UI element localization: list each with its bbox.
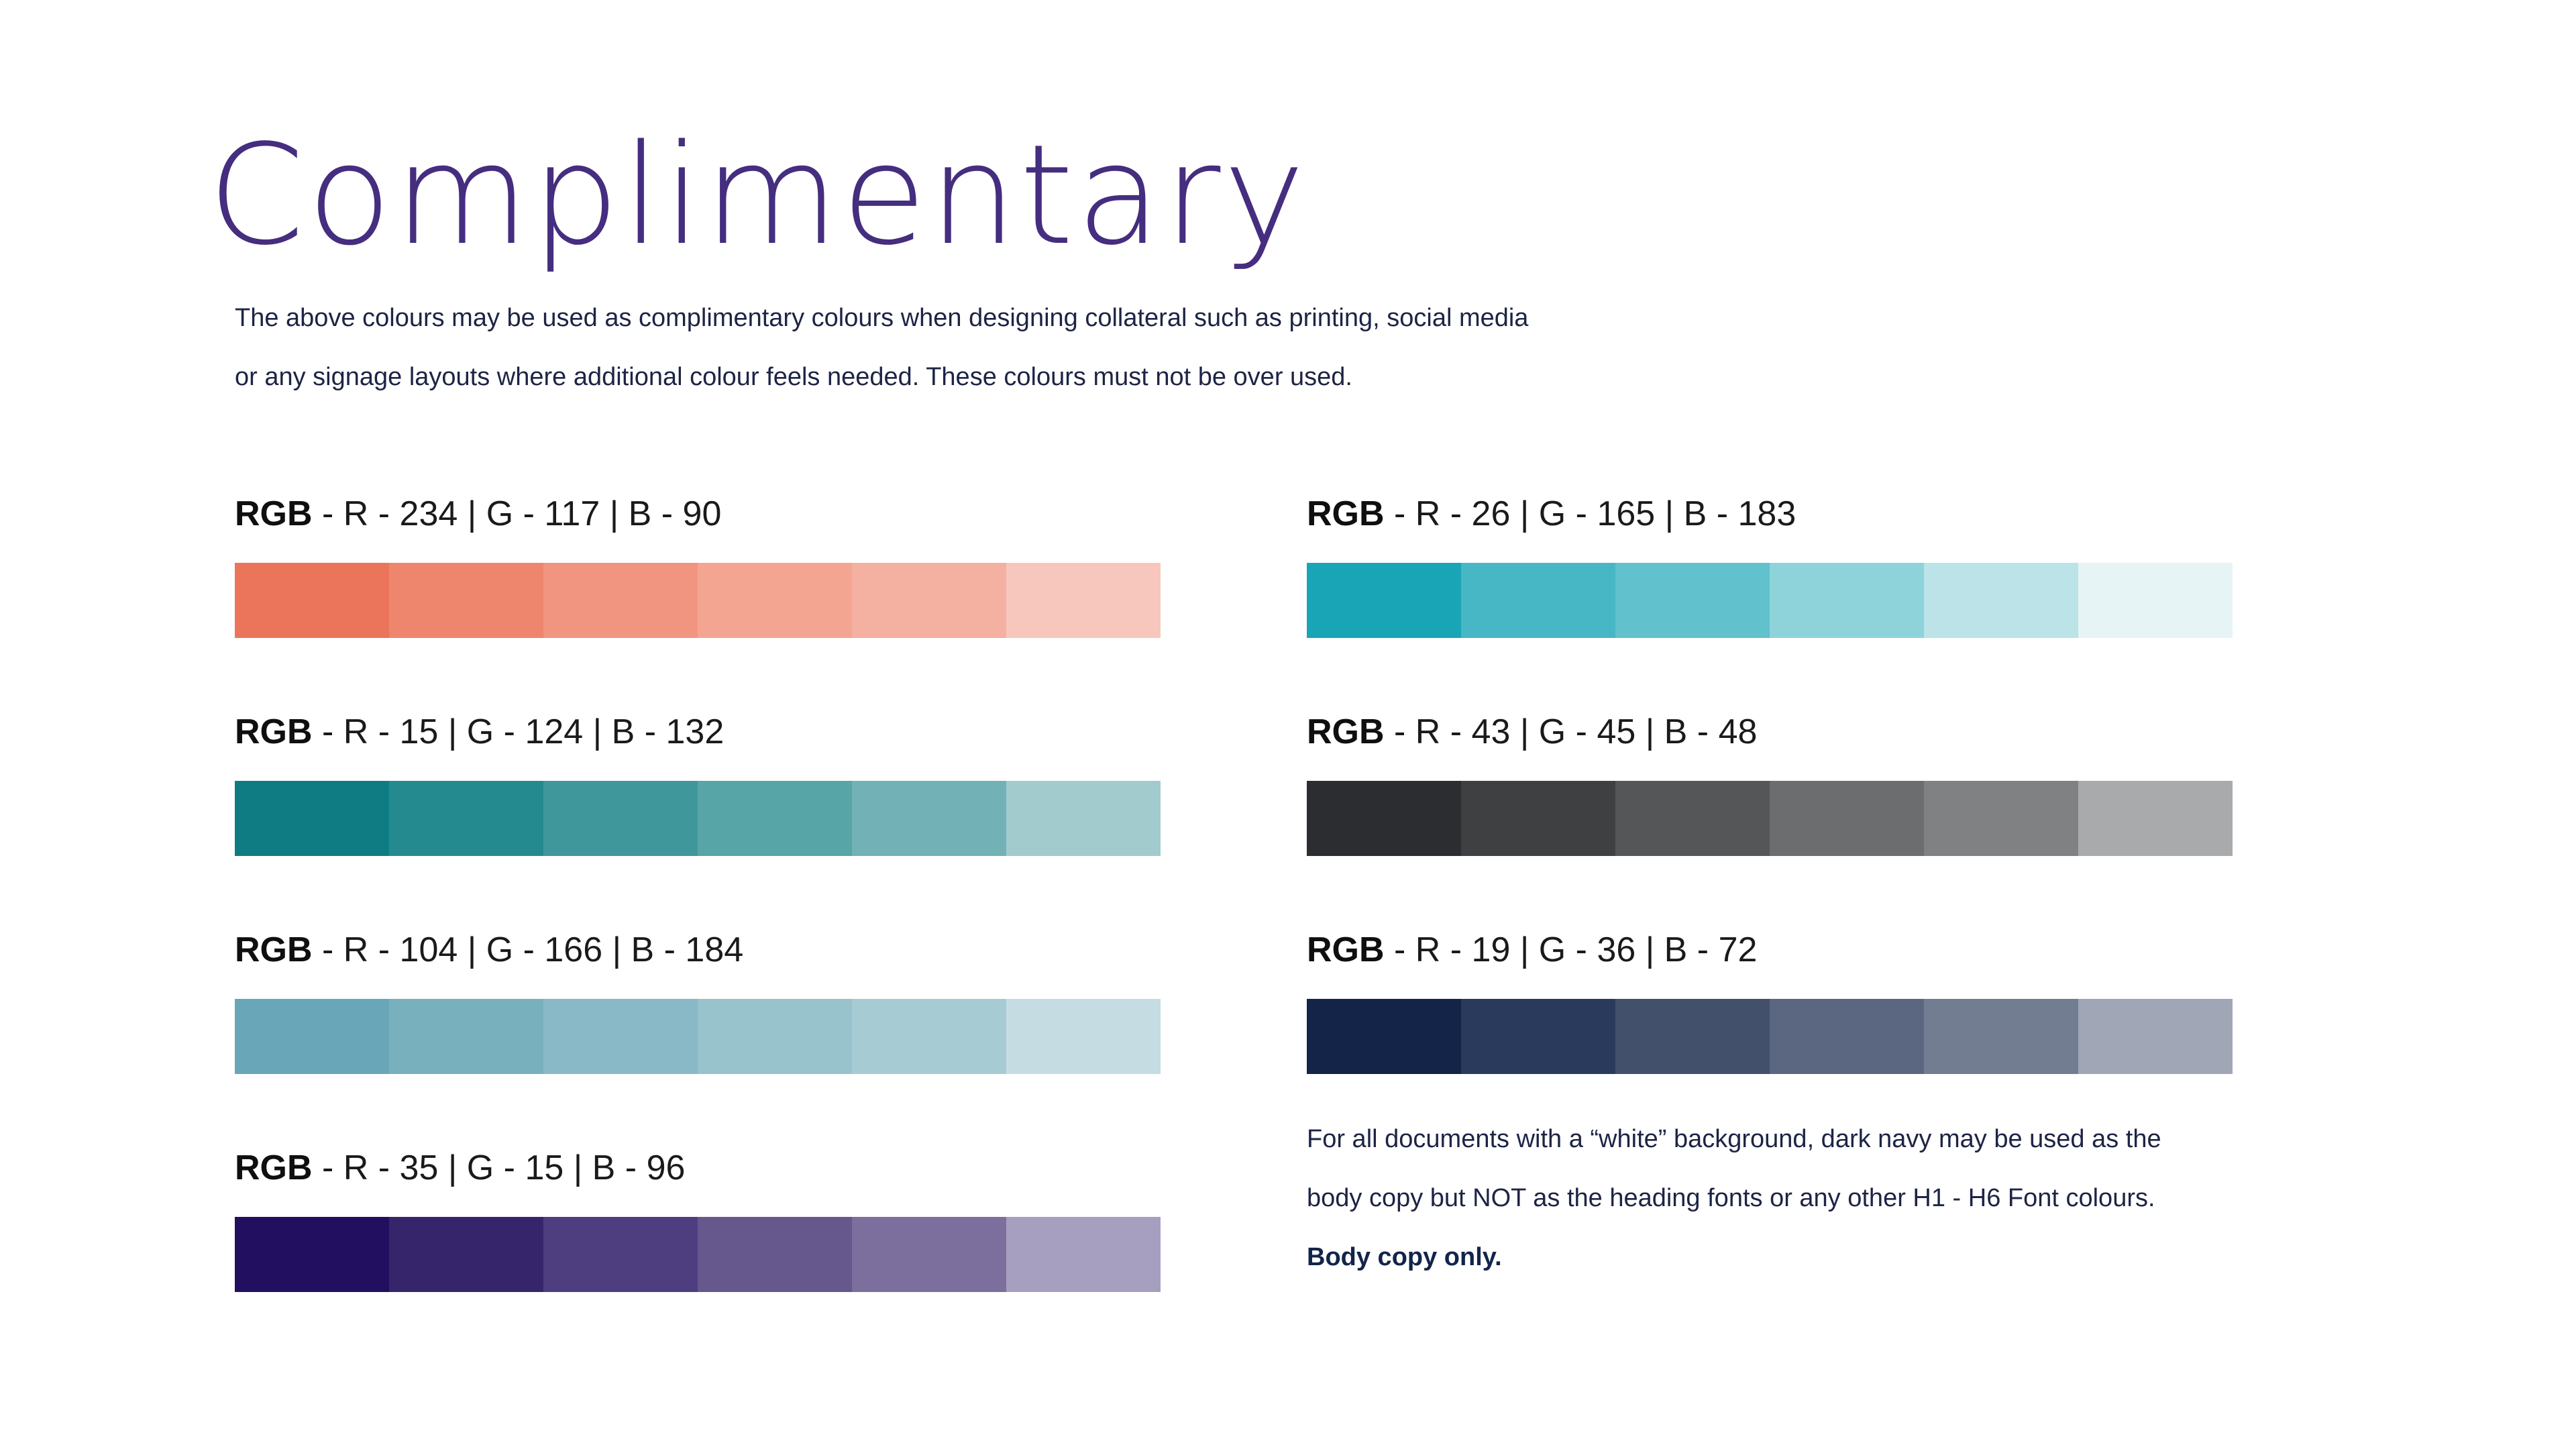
color-swatch [1006, 563, 1161, 638]
rgb-key: RGB [235, 930, 313, 969]
color-swatch [235, 781, 389, 856]
rgb-value: - R - 234 | G - 117 | B - 90 [312, 494, 722, 533]
rgb-value: - R - 43 | G - 45 | B - 48 [1384, 712, 1758, 751]
palette-teal: RGB - R - 15 | G - 124 | B - 132 [235, 708, 1161, 856]
rgb-value: - R - 19 | G - 36 | B - 72 [1384, 930, 1758, 969]
color-swatch [235, 563, 389, 638]
swatch-row [235, 781, 1161, 856]
swatch-row [235, 999, 1161, 1074]
color-swatch [1924, 781, 2078, 856]
color-swatch [1307, 781, 1461, 856]
color-swatch [1924, 563, 2078, 638]
color-swatch [1307, 563, 1461, 638]
color-swatch [2078, 999, 2233, 1074]
color-swatch [235, 999, 389, 1074]
rgb-label: RGB - R - 26 | G - 165 | B - 183 [1307, 490, 2233, 537]
rgb-value: - R - 15 | G - 124 | B - 132 [312, 712, 724, 751]
swatch-row [235, 1217, 1161, 1292]
rgb-key: RGB [1307, 712, 1385, 751]
swatch-row [1307, 563, 2233, 638]
color-swatch [2078, 563, 2233, 638]
rgb-label: RGB - R - 15 | G - 124 | B - 132 [235, 708, 1161, 755]
color-swatch [1461, 781, 1615, 856]
palette-light-blue: RGB - R - 104 | G - 166 | B - 184 [235, 926, 1161, 1074]
swatch-row [1307, 999, 2233, 1074]
color-swatch [698, 999, 852, 1074]
color-swatch [1770, 563, 1924, 638]
color-swatch [1615, 999, 1770, 1074]
color-swatch [235, 1217, 389, 1292]
color-swatch [1924, 999, 2078, 1074]
color-swatch [1770, 781, 1924, 856]
color-swatch [1770, 999, 1924, 1074]
color-swatch [1307, 999, 1461, 1074]
color-swatch [1006, 781, 1161, 856]
rgb-key: RGB [1307, 930, 1385, 969]
color-swatch [543, 999, 698, 1074]
color-swatch [852, 1217, 1006, 1292]
color-swatch [543, 563, 698, 638]
color-swatch [543, 1217, 698, 1292]
rgb-label: RGB - R - 35 | G - 15 | B - 96 [235, 1144, 1161, 1191]
palette-navy: RGB - R - 19 | G - 36 | B - 72 [1307, 926, 2233, 1074]
palette-coral: RGB - R - 234 | G - 117 | B - 90 [235, 490, 1161, 638]
palette-cyan: RGB - R - 26 | G - 165 | B - 183 [1307, 490, 2233, 638]
rgb-value: - R - 35 | G - 15 | B - 96 [312, 1148, 686, 1187]
swatch-row [235, 563, 1161, 638]
rgb-label: RGB - R - 234 | G - 117 | B - 90 [235, 490, 1161, 537]
color-swatch [389, 1217, 543, 1292]
rgb-label: RGB - R - 19 | G - 36 | B - 72 [1307, 926, 2233, 973]
color-swatch [698, 781, 852, 856]
color-swatch [1006, 999, 1161, 1074]
color-swatch [698, 563, 852, 638]
color-swatch [543, 781, 698, 856]
color-swatch [852, 781, 1006, 856]
note-line: For all documents with a “white” backgro… [1307, 1125, 2161, 1153]
intro-line: The above colours may be used as complim… [235, 304, 1529, 332]
palette-charcoal: RGB - R - 43 | G - 45 | B - 48 [1307, 708, 2233, 856]
color-swatch [1461, 563, 1615, 638]
color-swatch [852, 999, 1006, 1074]
palette-purple: RGB - R - 35 | G - 15 | B - 96 [235, 1144, 1161, 1292]
swatch-row [1307, 781, 2233, 856]
intro-text: The above colours may be used as complim… [235, 288, 1711, 407]
rgb-key: RGB [235, 1148, 313, 1187]
navy-usage-note: For all documents with a “white” backgro… [1307, 1110, 2259, 1287]
rgb-key: RGB [235, 712, 313, 751]
color-swatch [852, 563, 1006, 638]
color-swatch [389, 999, 543, 1074]
note-emphasis: Body copy only. [1307, 1243, 1502, 1271]
color-swatch [1461, 999, 1615, 1074]
color-swatch [2078, 781, 2233, 856]
color-swatch [698, 1217, 852, 1292]
rgb-key: RGB [235, 494, 313, 533]
color-swatch [1615, 563, 1770, 638]
rgb-value: - R - 26 | G - 165 | B - 183 [1384, 494, 1796, 533]
color-swatch [389, 563, 543, 638]
note-line: body copy but NOT as the heading fonts o… [1307, 1184, 2155, 1212]
intro-line: or any signage layouts where additional … [235, 363, 1352, 391]
rgb-label: RGB - R - 104 | G - 166 | B - 184 [235, 926, 1161, 973]
rgb-key: RGB [1307, 494, 1385, 533]
color-swatch [1006, 1217, 1161, 1292]
color-swatch [1615, 781, 1770, 856]
rgb-label: RGB - R - 43 | G - 45 | B - 48 [1307, 708, 2233, 755]
color-swatch [389, 781, 543, 856]
page-title: Complimentary [208, 115, 1308, 276]
rgb-value: - R - 104 | G - 166 | B - 184 [312, 930, 744, 969]
